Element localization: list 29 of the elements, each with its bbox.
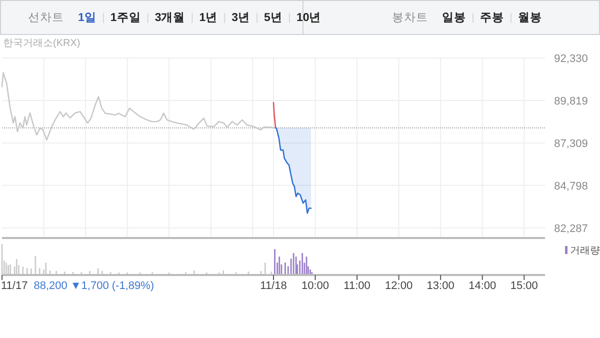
legend-label: 거래량 — [570, 246, 600, 256]
x-tick-label: 12:00 — [385, 280, 413, 292]
text: 한국거래소(KRX) — [3, 38, 80, 49]
text: 5년 — [264, 11, 282, 24]
x-tick-label: 14:00 — [468, 280, 496, 292]
text: 월봉 — [518, 11, 542, 24]
text: 1주일 — [110, 11, 141, 24]
text: 봉차트 — [392, 12, 428, 24]
y-tick-label: 82,287 — [554, 222, 588, 235]
x-tick-label: 11:00 — [344, 280, 370, 292]
text: 1년 — [199, 11, 218, 24]
y-tick-label: 89,819 — [554, 95, 588, 108]
text: 선차트 — [28, 12, 64, 24]
x-tick-label: 15:00 — [510, 280, 538, 292]
text: 주봉 — [480, 11, 504, 24]
x-tick-label: 13:00 — [426, 280, 454, 292]
x-tick-label: 11/17 — [1, 280, 28, 292]
text: 3개월 — [154, 11, 186, 24]
y-tick-label: 92,330 — [554, 53, 588, 65]
line-series — [1, 72, 274, 141]
text: 일봉 — [442, 11, 466, 24]
text: 88,200 ▼1,700 (-1,89%) — [34, 280, 154, 292]
x-tick-label: 10:00 — [302, 280, 330, 292]
x-tick-label: 11/18 — [260, 280, 287, 292]
text: 3년 — [232, 11, 250, 24]
text: 10년 — [296, 11, 322, 24]
y-tick-label: 87,309 — [554, 138, 588, 150]
text: 1일 — [78, 11, 96, 24]
y-tick-label: 84,798 — [554, 180, 588, 192]
